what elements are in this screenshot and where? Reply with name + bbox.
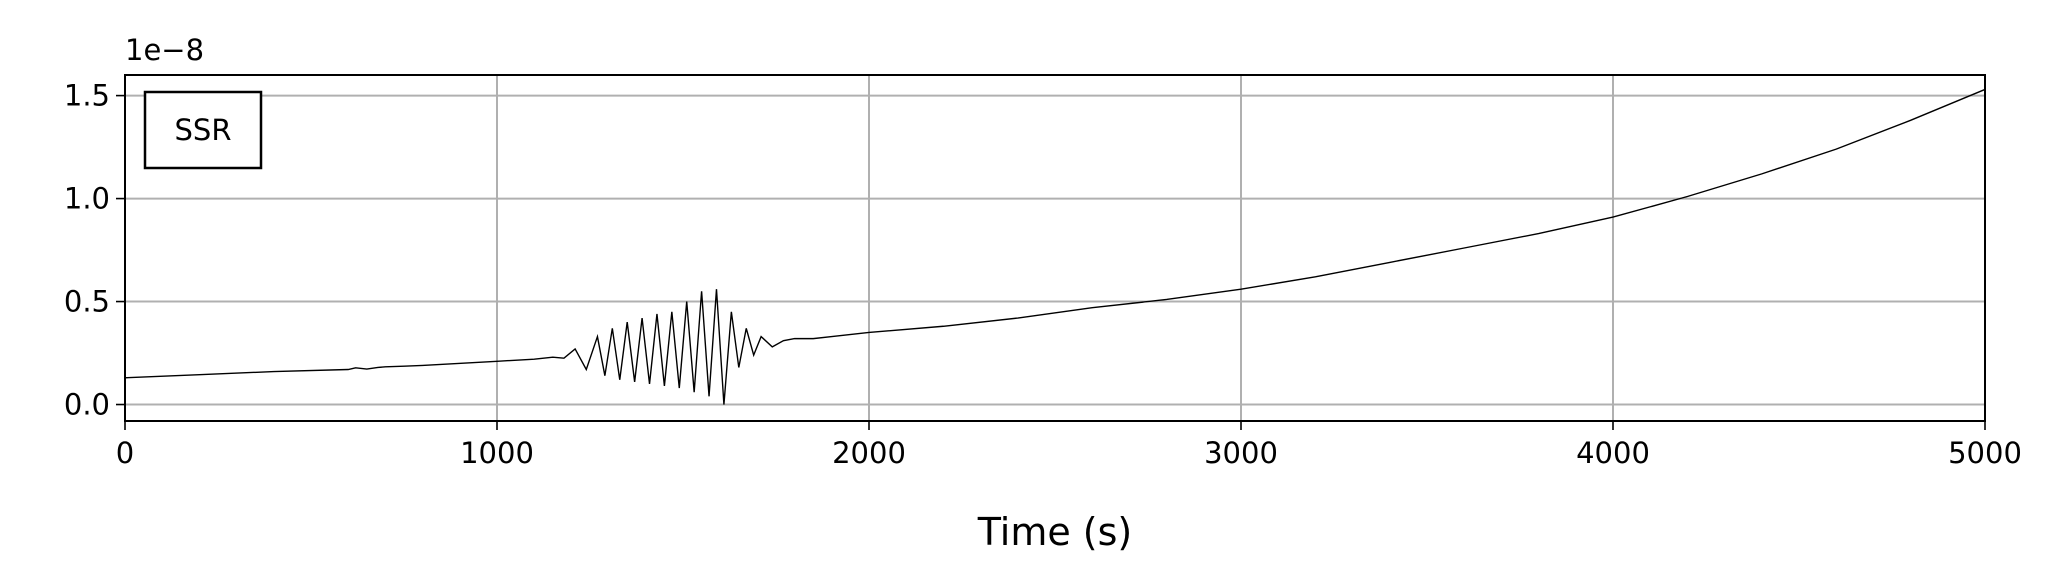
x-tick-label: 5000 — [1948, 436, 2022, 470]
y-tick-label: 0.5 — [64, 285, 110, 319]
x-tick-label: 1000 — [460, 436, 534, 470]
x-tick-label: 2000 — [832, 436, 906, 470]
legend-label: SSR — [175, 113, 232, 147]
x-tick-label: 3000 — [1204, 436, 1278, 470]
x-tick-label: 0 — [116, 436, 134, 470]
y-tick-label: 1.5 — [64, 79, 110, 113]
data-line — [124, 88, 1986, 405]
y-tick-label: 1.0 — [64, 182, 110, 216]
y-tick-label: 0.0 — [64, 388, 110, 422]
y-offset-label: 1e−8 — [125, 33, 204, 67]
legend-box — [143, 90, 263, 170]
plot-frame — [124, 74, 1986, 422]
x-axis-label: Time (s) — [977, 510, 1133, 554]
x-tick-label: 4000 — [1576, 436, 1650, 470]
